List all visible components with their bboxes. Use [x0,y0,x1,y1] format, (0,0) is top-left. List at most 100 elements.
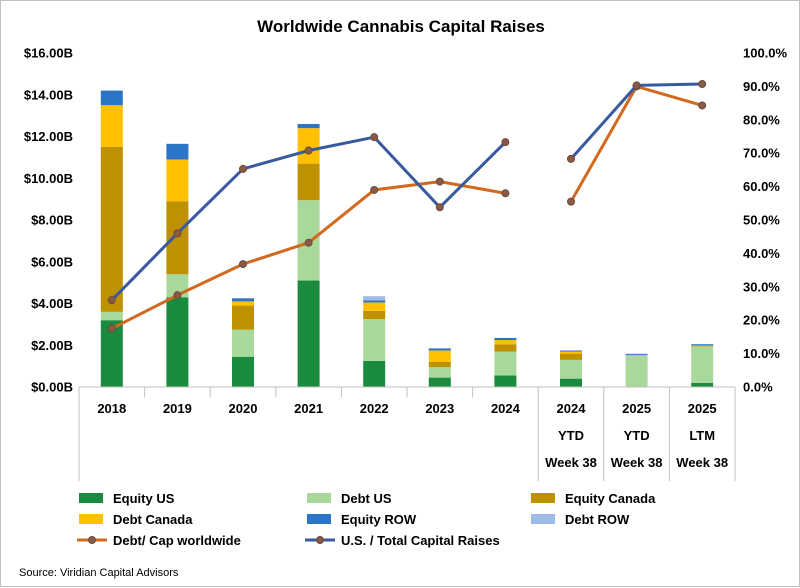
point-debt-cap-worldwide [568,198,575,205]
legend-label-equity-row: Equity ROW [341,512,417,527]
bar-debt-us [429,367,451,377]
legend-label-equity-canada: Equity Canada [565,491,656,506]
legend-label-debt-cap-worldwide: Debt/ Cap worldwide [113,533,241,548]
bar-debt-canada [429,350,451,361]
bar-equity-us [232,357,254,387]
left-axis-tick-label: $0.00B [31,380,73,395]
point-u-s-total-capital-raises [633,82,640,89]
category-label: 2025 [688,401,717,416]
bar-equity-row [101,91,123,106]
bar-equity-us [691,383,713,387]
point-u-s-total-capital-raises [371,134,378,141]
category-label: 2019 [163,401,192,416]
point-u-s-total-capital-raises [305,147,312,154]
bar-debt-us [494,352,516,376]
right-axis-tick-label: 50.0% [743,213,780,228]
bar-debt-canada [232,301,254,305]
bar-equity-row [298,124,320,128]
category-label: 2021 [294,401,323,416]
right-axis-tick-label: 0.0% [743,380,773,395]
left-axis-tick-label: $12.00B [24,129,73,144]
point-debt-cap-worldwide [436,178,443,185]
bar-debt-canada [298,128,320,163]
bar-debt-us [626,355,648,386]
point-debt-cap-worldwide [699,102,706,109]
left-axis-tick-label: $16.00B [24,46,73,61]
bar-equity-row [363,300,385,302]
bar-debt-us [560,360,582,379]
source-note: Source: Viridian Capital Advisors [19,567,179,579]
left-axis-tick-label: $14.00B [24,87,73,102]
legend-label-debt-canada: Debt Canada [113,512,193,527]
legend-label-debt-us: Debt US [341,491,392,506]
right-axis-tick-label: 60.0% [743,179,780,194]
point-debt-cap-worldwide [108,325,115,332]
bar-debt-us [101,312,123,320]
point-debt-cap-worldwide [305,239,312,246]
category-label: 2024 [557,401,587,416]
bar-equity-row [626,354,648,355]
bar-equity-canada [560,354,582,360]
point-debt-cap-worldwide [174,292,181,299]
category-label: YTD [558,428,584,443]
right-axis-tick-label: 10.0% [743,346,780,361]
bar-debt-us [691,346,713,383]
legend-label-debt-row: Debt ROW [565,512,630,527]
chart-title: Worldwide Cannabis Capital Raises [257,17,545,36]
left-axis-tick-label: $10.00B [24,171,73,186]
point-u-s-total-capital-raises [502,139,509,146]
category-label: YTD [624,428,650,443]
bar-equity-us [429,378,451,387]
legend-marker-u-s-total-capital-raises [317,537,324,544]
category-label: 2020 [229,401,258,416]
bar-equity-canada [494,344,516,351]
right-axis-tick-label: 20.0% [743,313,780,328]
point-u-s-total-capital-raises [568,155,575,162]
legend-marker-debt-cap-worldwide [89,537,96,544]
point-debt-cap-worldwide [240,261,247,268]
right-axis-tick-label: 70.0% [743,146,780,161]
category-label: 2024 [491,401,521,416]
bar-equity-canada [101,147,123,312]
legend-swatch-equity-canada [531,493,555,503]
right-axis-tick-label: 40.0% [743,246,780,261]
right-axis-tick-label: 30.0% [743,279,780,294]
left-axis-tick-label: $4.00B [31,296,73,311]
line-debt-cap-worldwide [571,86,702,201]
point-u-s-total-capital-raises [699,81,706,88]
bar-equity-us [166,297,188,387]
bar-equity-us [560,379,582,387]
legend-swatch-debt-us [307,493,331,503]
bar-equity-us [298,281,320,387]
bar-debt-canada [494,340,516,344]
bar-debt-canada [166,159,188,201]
category-label: LTM [689,428,715,443]
bar-equity-canada [691,345,713,346]
bar-equity-canada [232,306,254,330]
legend-label-equity-us: Equity US [113,491,175,506]
point-u-s-total-capital-raises [436,204,443,211]
left-axis-tick-label: $8.00B [31,213,73,228]
point-u-s-total-capital-raises [240,165,247,172]
point-u-s-total-capital-raises [108,297,115,304]
bar-debt-canada [101,105,123,147]
right-axis-tick-label: 80.0% [743,112,780,127]
bar-debt-canada [363,302,385,310]
legend-swatch-debt-canada [79,514,103,524]
category-label: 2023 [425,401,454,416]
category-label: Week 38 [545,455,597,470]
bar-equity-canada [429,362,451,367]
bar-equity-canada [298,164,320,201]
bar-equity-canada [166,201,188,274]
right-axis-tick-label: 90.0% [743,79,780,94]
right-axis-tick-label: 100.0% [743,46,788,61]
left-axis-tick-label: $6.00B [31,254,73,269]
point-u-s-total-capital-raises [174,230,181,237]
point-debt-cap-worldwide [371,186,378,193]
line-u-s-total-capital-raises [571,84,702,159]
category-label: 2025 [622,401,651,416]
bar-equity-row [429,348,451,350]
bar-debt-canada [560,352,582,354]
